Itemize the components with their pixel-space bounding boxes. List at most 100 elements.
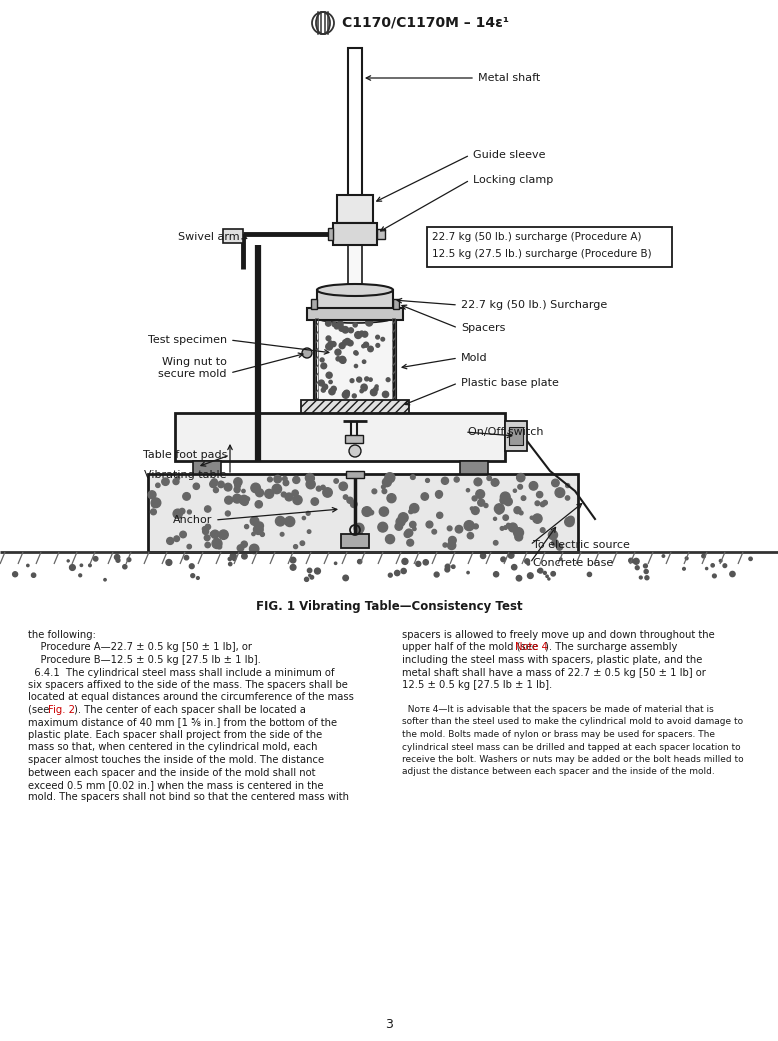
Circle shape [302,348,312,358]
Circle shape [531,516,534,519]
Circle shape [362,345,365,348]
Circle shape [358,559,362,563]
Circle shape [360,331,363,334]
Circle shape [500,527,504,530]
Circle shape [495,481,499,485]
Circle shape [362,507,372,516]
Circle shape [548,578,550,580]
Bar [393,299,399,309]
Circle shape [241,499,248,505]
Circle shape [404,531,411,537]
Circle shape [338,321,343,327]
Text: Wing nut to
secure mold: Wing nut to secure mold [159,357,227,379]
Circle shape [467,572,469,574]
Circle shape [373,387,378,391]
Circle shape [282,492,286,497]
Circle shape [436,492,442,499]
Circle shape [311,498,318,505]
Circle shape [89,564,91,566]
Circle shape [749,557,752,560]
Circle shape [80,564,82,566]
Circle shape [303,516,306,519]
Circle shape [396,517,405,527]
Circle shape [345,390,349,393]
Circle shape [210,532,215,536]
Circle shape [548,531,558,539]
Circle shape [202,529,209,534]
Circle shape [366,320,373,326]
Circle shape [645,576,649,580]
Circle shape [353,323,357,327]
Circle shape [211,479,217,485]
Text: Mold: Mold [461,353,488,363]
Circle shape [328,341,333,346]
Circle shape [347,498,353,504]
Bar [175,413,505,461]
Circle shape [363,342,369,348]
Circle shape [211,530,219,538]
Circle shape [533,514,542,524]
Circle shape [335,325,338,329]
Circle shape [405,529,413,536]
Circle shape [363,508,368,513]
Circle shape [242,554,247,559]
Text: maximum distance of 40 mm [1 ⅝ in.] from the bottom of the: maximum distance of 40 mm [1 ⅝ in.] from… [28,717,337,728]
Bar [317,290,393,318]
Circle shape [318,380,324,386]
Bar [392,318,395,400]
Circle shape [436,512,443,518]
Circle shape [354,351,358,355]
Circle shape [543,572,546,575]
Circle shape [234,478,242,486]
Text: plastic plate. Each spacer shall project from the side of the: plastic plate. Each spacer shall project… [28,730,322,740]
Text: ). The center of each spacer shall be located a: ). The center of each spacer shall be lo… [74,705,306,715]
Circle shape [326,373,332,378]
Text: 3: 3 [385,1018,393,1032]
Text: the mold. Bolts made of nylon or brass may be used for spacers. The: the mold. Bolts made of nylon or brass m… [402,730,715,739]
Circle shape [217,544,222,549]
Circle shape [317,486,321,491]
Circle shape [114,555,120,560]
Circle shape [372,489,377,493]
Circle shape [246,497,250,501]
Circle shape [711,564,714,567]
Circle shape [148,490,156,499]
Circle shape [365,377,369,381]
Text: exceed 0.5 mm [0.02 in.] when the mass is centered in the: exceed 0.5 mm [0.02 in.] when the mass i… [28,780,324,790]
Text: upper half of the mold (see: upper half of the mold (see [402,642,541,653]
Circle shape [314,568,321,574]
Text: 22.7 kg (50 lb.) Surcharge: 22.7 kg (50 lb.) Surcharge [461,300,608,310]
Circle shape [538,569,541,573]
Circle shape [375,385,378,388]
Circle shape [233,558,236,560]
Text: Anchor: Anchor [173,515,212,525]
Circle shape [556,544,562,550]
Circle shape [205,506,211,512]
Circle shape [383,478,391,487]
Circle shape [451,565,455,568]
Circle shape [205,535,210,540]
Circle shape [491,479,499,486]
Circle shape [244,525,249,529]
Circle shape [228,557,231,561]
Bar [311,299,317,309]
Circle shape [362,331,368,337]
Circle shape [685,557,688,560]
Circle shape [290,557,296,563]
Text: located at equal distances around the circumference of the mass: located at equal distances around the ci… [28,692,354,703]
Circle shape [434,573,439,577]
Text: mass so that, when centered in the cylindrical mold, each: mass so that, when centered in the cylin… [28,742,317,753]
Circle shape [240,496,249,505]
Circle shape [272,484,282,493]
Circle shape [322,384,328,389]
Text: Guide sleeve: Guide sleeve [473,150,545,160]
Circle shape [566,484,569,487]
Circle shape [251,516,259,526]
Text: between each spacer and the inside of the mold shall not: between each spacer and the inside of th… [28,767,316,778]
Circle shape [636,566,640,569]
Text: 12.5 kg (27.5 lb.) surcharge (Procedure B): 12.5 kg (27.5 lb.) surcharge (Procedure … [432,249,652,259]
Circle shape [205,525,211,530]
Circle shape [515,533,523,541]
Circle shape [282,477,287,481]
Circle shape [93,557,98,561]
